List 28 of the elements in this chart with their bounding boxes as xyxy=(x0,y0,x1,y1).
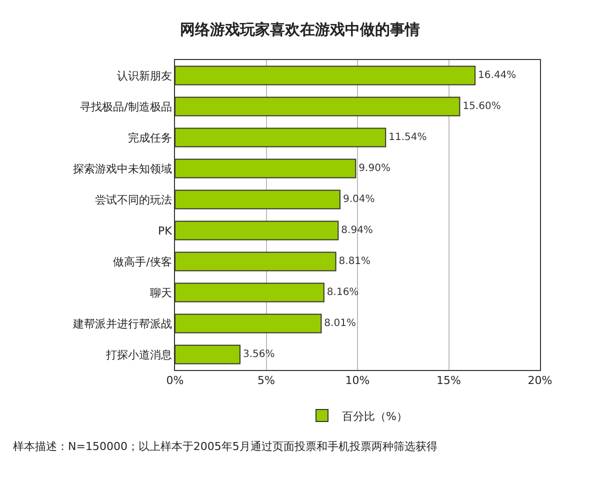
y-tick-label: 认识新朋友 xyxy=(116,69,172,82)
y-tick-label: 聊天 xyxy=(150,286,172,300)
y-tick-label: 寻找极品/制造极品 xyxy=(80,100,172,114)
y-tick-label: 探索游戏中未知领域 xyxy=(72,162,172,176)
x-tick-label: 5% xyxy=(258,374,275,388)
y-tick-label: 做高手/侠客 xyxy=(113,255,172,268)
data-label: 9.04% xyxy=(342,194,375,205)
data-label: 9.90% xyxy=(358,163,390,174)
x-tick-label: 0% xyxy=(166,374,184,388)
data-label: 8.81% xyxy=(338,256,371,267)
y-tick-label: 完成任务 xyxy=(128,131,172,144)
x-tick-label: 15% xyxy=(436,374,461,388)
data-label: 8.01% xyxy=(324,318,356,329)
text: 样本描述：N=150000；以上样本于2005年5月通过页面投票和手机投票两种筛选获得 xyxy=(13,440,438,453)
data-label: 8.94% xyxy=(341,225,373,236)
y-tick-label: PK xyxy=(158,224,173,238)
data-label: 3.56% xyxy=(242,349,275,360)
y-tick-label: 打探小道消息 xyxy=(104,348,172,362)
y-tick-label: 建帮派并进行帮派战 xyxy=(72,317,172,330)
data-label: 16.44% xyxy=(478,70,516,81)
y-tick-label: 尝试不同的玩法 xyxy=(94,193,172,206)
x-tick-label: 20% xyxy=(528,374,552,388)
legend-label: 百分比（%） xyxy=(342,410,408,423)
data-label: 11.54% xyxy=(388,132,427,143)
data-label: 15.60% xyxy=(462,101,501,112)
data-label: 8.16% xyxy=(326,287,359,298)
x-tick-label: 10% xyxy=(345,374,370,388)
chart-title: 网络游戏玩家喜欢在游戏中做的事情 xyxy=(180,20,420,38)
